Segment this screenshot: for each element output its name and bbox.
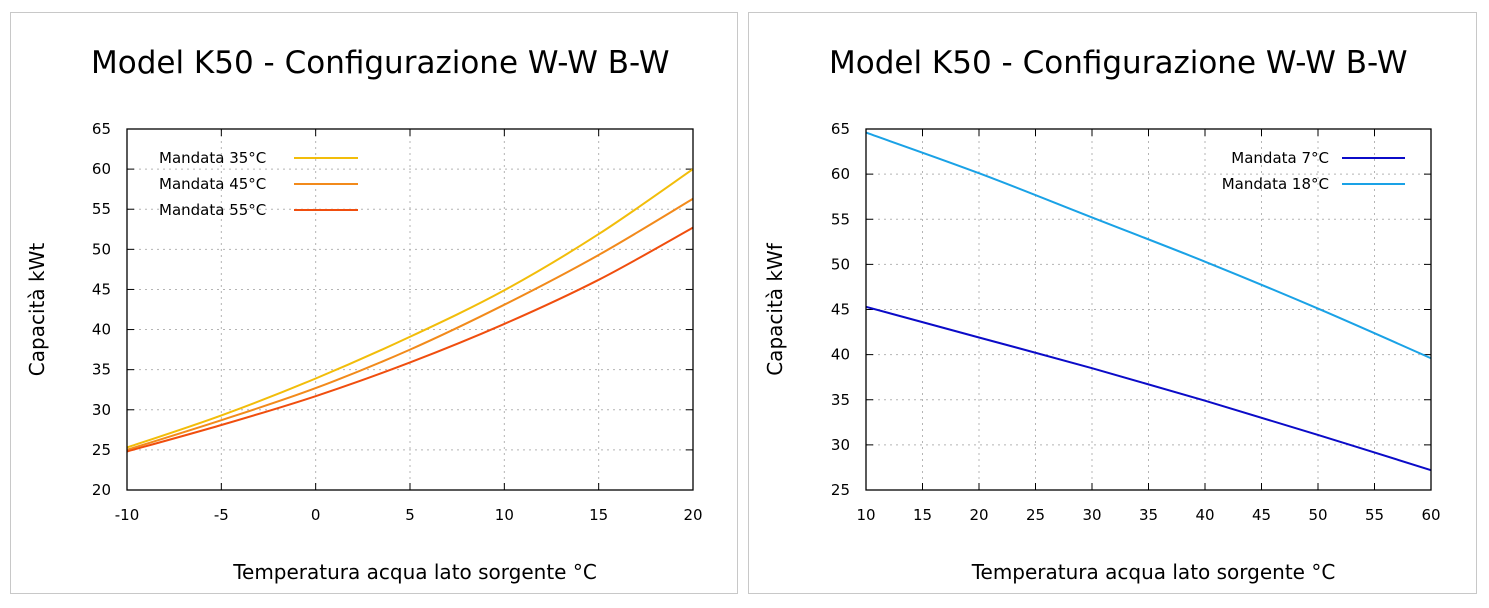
series-line-2: [126, 197, 694, 451]
series-line-1: [865, 305, 1432, 472]
y-tick-label: 30: [831, 436, 850, 454]
x-tick-label: 50: [1308, 506, 1327, 524]
chart-panel-heating: Model K50 - Configurazione W-W B-W -10 -5 0…: [10, 12, 738, 594]
x-tick-label: 40: [1195, 506, 1214, 524]
y-tick-label: 55: [92, 200, 111, 218]
y-tick-label: 50: [92, 240, 111, 258]
chart-panel-cooling: Model K50 - Configurazione W-W B-W 10 15 20…: [748, 12, 1477, 594]
chart-heating-capacity: Model K50 - Configurazione W-W B-W -10 -5 0…: [25, 45, 703, 584]
x-tick-label: 15: [913, 506, 932, 524]
legend-label-1: Mandata 7°C: [1231, 149, 1329, 167]
x-tick-label: 25: [1026, 506, 1045, 524]
x-tick-label: 20: [683, 506, 702, 524]
plot-frame: [865, 128, 1432, 491]
y-tick-label: 30: [92, 401, 111, 419]
y-tick-label: 20: [92, 481, 111, 499]
y-tick-label: 55: [831, 210, 850, 228]
legend-label-2: Mandata 45°C: [159, 175, 266, 193]
y-tick-label: 50: [831, 255, 850, 273]
x-tick-label: 60: [1421, 506, 1440, 524]
x-tick-label: 45: [1252, 506, 1271, 524]
y-tick-label: 35: [831, 391, 850, 409]
chart-title: Model K50 - Configurazione W-W B-W: [91, 45, 670, 81]
x-tick-label: 5: [405, 506, 415, 524]
y-tick-label: 40: [831, 346, 850, 364]
y-axis-title: Capacità kWf: [763, 242, 787, 376]
x-tick-label: 20: [969, 506, 988, 524]
series-line-2: [865, 131, 1432, 360]
legend-label-2: Mandata 18°C: [1222, 175, 1329, 193]
x-tick-label: 55: [1365, 506, 1384, 524]
chart-cooling-capacity: Model K50 - Configurazione W-W B-W 10 15 20…: [763, 45, 1441, 584]
x-tick-label: 10: [856, 506, 875, 524]
legend-label-1: Mandata 35°C: [159, 149, 266, 167]
plot-frame: [126, 128, 694, 491]
x-tick-label: 15: [589, 506, 608, 524]
x-tick-label: -10: [115, 506, 140, 524]
series-line-1: [126, 168, 694, 449]
y-tick-label: 65: [92, 120, 111, 138]
x-tick-label: -5: [214, 506, 229, 524]
x-tick-label: 0: [311, 506, 321, 524]
series-line-3: [126, 226, 694, 453]
y-tick-label: 60: [92, 160, 111, 178]
x-tick-label: 10: [495, 506, 514, 524]
legend-label-3: Mandata 55°C: [159, 201, 266, 219]
y-tick-label: 40: [92, 321, 111, 339]
y-tick-label: 60: [831, 165, 850, 183]
x-tick-label: 35: [1139, 506, 1158, 524]
x-axis-title: Temperatura acqua lato sorgente °C: [232, 560, 597, 584]
y-tick-label: 45: [92, 280, 111, 298]
y-tick-label: 25: [831, 481, 850, 499]
chart-title: Model K50 - Configurazione W-W B-W: [829, 45, 1408, 81]
y-tick-label: 45: [831, 301, 850, 319]
y-tick-label: 35: [92, 361, 111, 379]
y-tick-label: 25: [92, 441, 111, 459]
x-axis-title: Temperatura acqua lato sorgente °C: [971, 560, 1336, 584]
y-tick-label: 65: [831, 120, 850, 138]
y-axis-title: Capacità kWt: [25, 243, 49, 377]
x-tick-label: 30: [1082, 506, 1101, 524]
